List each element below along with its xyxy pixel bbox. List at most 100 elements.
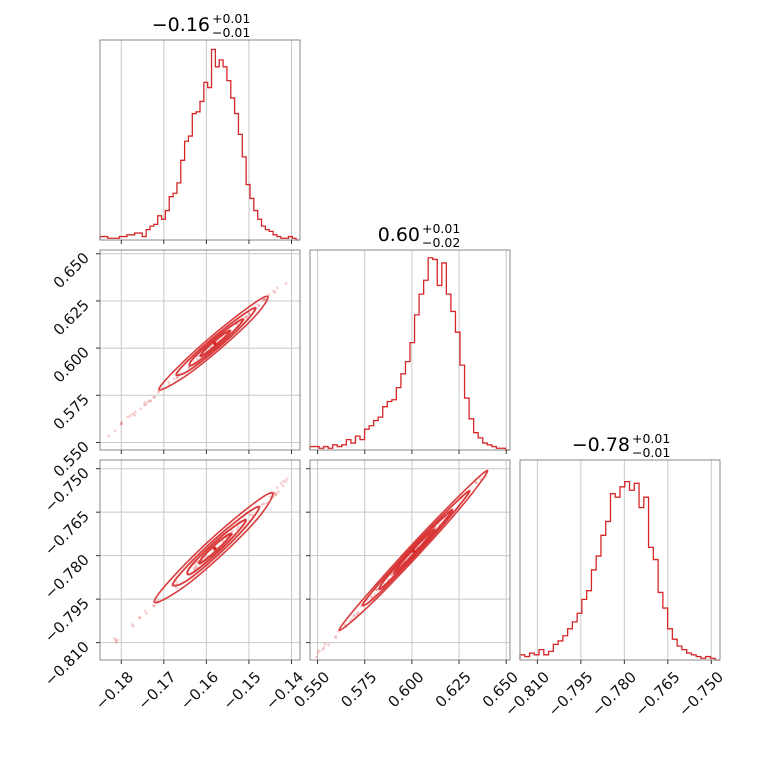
panel-frame	[309, 459, 511, 661]
density-peak	[411, 549, 416, 554]
title-plus-error: +0.01	[422, 221, 460, 236]
sample-point	[142, 403, 146, 407]
density-contour	[153, 491, 274, 604]
sample-point	[192, 567, 196, 570]
sample-point	[272, 289, 276, 293]
sample-point	[245, 314, 249, 318]
sample-point	[114, 639, 118, 642]
sample-point	[334, 635, 337, 638]
sample-point	[138, 615, 142, 619]
sample-point	[479, 477, 482, 481]
sample-point	[197, 354, 200, 358]
sample-point	[146, 400, 150, 404]
sample-point	[133, 410, 137, 414]
sample-point	[267, 293, 271, 297]
sample-point	[126, 415, 130, 419]
sample-point	[274, 492, 277, 495]
density-contour	[158, 295, 269, 391]
sample-point	[152, 395, 156, 399]
x-tick-label: 0.625	[432, 668, 475, 711]
x-tick-label: −0.780	[588, 668, 640, 720]
sample-point	[144, 403, 148, 406]
sample-point	[139, 407, 143, 411]
title-plus-error: +0.01	[212, 11, 250, 26]
sample-point	[262, 502, 266, 506]
sample-point	[316, 651, 320, 655]
sample-point	[113, 429, 117, 433]
grid	[120, 40, 292, 240]
sample-point	[263, 298, 267, 302]
sample-point	[152, 604, 155, 607]
sample-point	[156, 391, 160, 394]
title-minus-error: −0.02	[422, 235, 460, 250]
scatter-panel-3: 0.550 0.575 0.600 0.625 0.650	[290, 459, 522, 711]
sample-point	[248, 312, 252, 316]
sample-point	[390, 573, 394, 577]
x-tick-label: −0.795	[545, 668, 597, 720]
sample-point	[263, 297, 267, 301]
sample-point	[257, 304, 261, 308]
sample-point	[356, 611, 360, 614]
x-tick-label: −0.18	[92, 668, 137, 713]
sample-point	[149, 399, 153, 403]
sample-point	[138, 616, 141, 620]
sample-point	[273, 290, 277, 294]
y-tick-label: 0.650	[50, 249, 93, 292]
sample-point	[327, 643, 330, 647]
sample-point	[274, 493, 277, 497]
sample-point	[352, 614, 356, 618]
sample-point	[187, 366, 191, 369]
sample-point	[113, 637, 116, 640]
sample-point	[148, 399, 152, 403]
title-value: −0.16	[152, 14, 210, 36]
sample-point	[231, 529, 234, 533]
panel-frame	[309, 249, 511, 451]
panel-frame	[99, 39, 301, 241]
panel-title-2: 0.60 +0.01−0.02	[378, 221, 461, 250]
sample-point	[261, 299, 265, 302]
sample-point	[277, 490, 280, 494]
y-tick-label: −0.795	[41, 594, 93, 646]
sample-point	[355, 612, 359, 616]
sample-point	[172, 377, 176, 381]
sample-point	[369, 594, 373, 598]
sample-point	[247, 312, 251, 316]
sample-point	[114, 640, 118, 644]
density-contour	[198, 532, 233, 565]
sample-point	[390, 573, 394, 576]
sample-point	[131, 412, 135, 416]
density-contour	[199, 329, 232, 358]
sample-point	[194, 565, 198, 569]
sample-point	[143, 609, 147, 613]
title-value: −0.78	[572, 434, 630, 456]
histogram-panel-3: −0.810−0.795−0.780−0.765−0.750−0.78 +0.01…	[501, 431, 727, 720]
x-tick-label: 0.575	[337, 668, 380, 711]
sample-point	[187, 366, 191, 369]
density-peak	[213, 546, 217, 551]
grid	[536, 460, 712, 660]
title-value: 0.60	[378, 224, 420, 246]
density-contour	[186, 518, 247, 576]
sample-point	[130, 623, 134, 627]
title-plus-error: +0.01	[632, 431, 670, 446]
density-peak	[213, 341, 217, 346]
sample-point	[235, 527, 239, 531]
sample-point	[119, 422, 123, 426]
sample-point	[274, 493, 278, 496]
x-tick-label: 0.600	[385, 668, 428, 711]
sample-point	[282, 479, 286, 483]
y-tick-label: 0.600	[50, 343, 93, 386]
sample-point	[322, 646, 326, 650]
sample-point	[236, 525, 240, 528]
sample-point	[152, 395, 156, 399]
sample-point	[120, 420, 124, 424]
x-tick-label: −0.17	[134, 668, 179, 713]
sample-point	[260, 503, 264, 506]
sample-point	[284, 480, 288, 484]
density-contour	[175, 306, 257, 377]
sample-point	[353, 614, 357, 617]
sample-point	[195, 357, 199, 361]
sample-point	[248, 513, 252, 517]
sample-point	[359, 604, 363, 608]
